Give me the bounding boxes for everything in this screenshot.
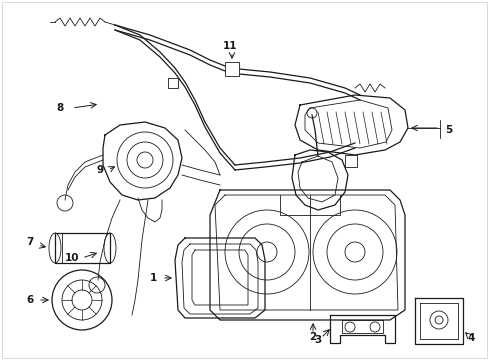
Text: 4: 4 xyxy=(467,333,474,343)
Text: 3: 3 xyxy=(314,335,321,345)
Text: 9: 9 xyxy=(96,165,103,175)
Text: 2: 2 xyxy=(309,332,316,342)
FancyBboxPatch shape xyxy=(345,155,356,167)
Text: 8: 8 xyxy=(56,103,63,113)
Text: 11: 11 xyxy=(223,41,237,51)
Text: 6: 6 xyxy=(26,295,34,305)
FancyBboxPatch shape xyxy=(168,78,178,88)
Text: 7: 7 xyxy=(26,237,34,247)
Text: 1: 1 xyxy=(149,273,156,283)
FancyBboxPatch shape xyxy=(224,62,239,76)
Text: 5: 5 xyxy=(444,125,451,135)
Text: 10: 10 xyxy=(64,253,79,263)
